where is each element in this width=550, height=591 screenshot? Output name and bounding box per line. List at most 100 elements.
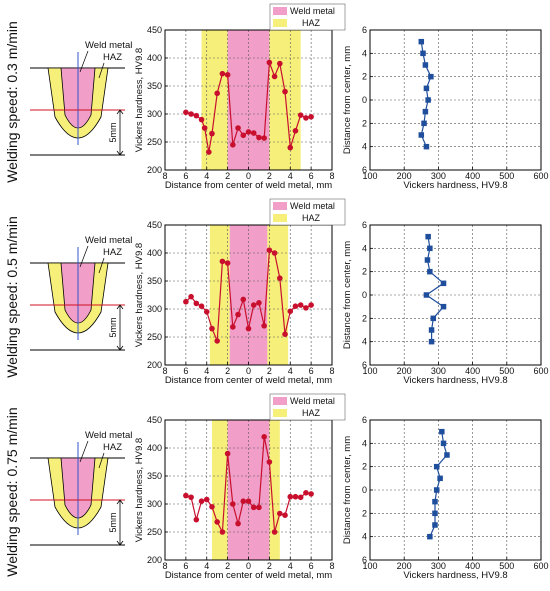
depth-point [432,510,438,517]
y-tick-label: 6 [362,25,367,35]
profile-point [230,501,236,507]
x-tick-label: 2 [267,171,272,181]
x-tick-label: 300 [431,366,446,376]
profile-point [245,498,252,505]
y-axis-label: Distance from center, mm [342,46,353,154]
profile-point [188,111,194,117]
x-tick-label: 0 [246,366,251,376]
profile-point [277,275,283,282]
profile-point [224,72,231,78]
profile-point [308,491,314,497]
x-tick-label: 8 [329,561,334,571]
dimension-label: 5mm [108,318,118,338]
y-tick-label: 200 [147,165,162,175]
y-tick-label: 6 [362,220,367,230]
profile-point [206,149,212,155]
x-tick-label: 2 [225,171,230,181]
profile-point [188,494,194,501]
legend-swatch-weld [273,202,287,210]
profile-point [303,305,309,311]
profile-point [214,90,220,97]
depth-point [432,522,438,528]
profile-point [203,309,210,315]
x-tick-label: 400 [465,561,480,571]
dim-arrow-top [116,499,124,505]
y-tick-label: 4 [362,337,367,347]
x-tick-label: 4 [204,171,209,181]
y-axis-label: Vickers hardness, HV9.8 [134,48,145,152]
x-tick-label: 100 [362,366,377,376]
profile-point [277,60,283,67]
profile-point [245,325,252,332]
legend-label-weld: Weld metal [290,6,335,16]
y-tick-label: 250 [147,137,162,147]
x-tick-label: 8 [329,171,334,181]
x-tick-label: 4 [204,366,209,376]
profile-point [261,434,267,440]
panel-row2: Welding speed: 0.5 m/min Weld metalHAZ5mm… [4,198,549,386]
profile-point [297,112,304,118]
x-tick-label: 200 [397,171,412,181]
depth-point [418,38,425,45]
profile-point [308,302,314,308]
profile-point [230,142,236,148]
profile-point [209,325,215,332]
y-tick-label: 0 [362,290,367,300]
profile-point [235,125,241,131]
profile-point [224,260,231,266]
depth-point [440,440,447,447]
depth-series-line [420,41,432,147]
depth-point [440,303,447,310]
haz-label-arrow [98,62,105,79]
profile-point [256,504,262,511]
y-tick-label: 4 [362,48,367,58]
y-tick-label: 200 [147,360,162,370]
profile-point [193,300,200,307]
profile-point [183,298,189,305]
legend-label-weld: Weld metal [290,396,335,406]
depth-point [440,280,447,287]
panel-row3: Welding speed: 0.75 m/min Weld metalHAZ5m… [4,393,549,581]
depth-series-line [425,236,445,342]
dim-arrow-bottom [116,345,124,351]
x-tick-label: 4 [204,561,209,571]
profile-point [193,112,200,119]
x-axis-label: Vickers hardness, HV9.8 [403,180,507,191]
depth-point [421,120,427,127]
x-tick-label: 200 [397,366,412,376]
profile-point [198,303,205,310]
profile-point [271,73,278,80]
profile-point [240,498,247,505]
x-tick-label: 8 [329,366,334,376]
profile-point [282,512,288,518]
legend-label-haz: HAZ [302,18,321,28]
x-tick-label: 2 [225,561,230,571]
profile-series-line [185,61,312,153]
depth-point [444,452,450,458]
haz-label-arrow [98,257,105,274]
x-tick-label: 400 [465,366,480,376]
weld-label-arrow [79,440,89,463]
y-tick-label: 300 [147,499,162,509]
profile-point [261,135,267,141]
profile-point [297,302,304,308]
profile-point [287,493,294,500]
profile-point [235,520,241,527]
profile-point [201,125,208,131]
y-tick-label: 6 [362,360,367,370]
profile-point [266,459,273,465]
weld-metal-label: Weld metal [85,430,132,441]
x-axis-label: Distance from center of weld metal, mm [165,375,332,386]
profile-point [297,494,304,501]
panel-row1: Welding speed: 0.3 m/min Weld metalHAZ5mm… [4,3,549,191]
haz-label-arrow [98,452,105,469]
profile-point [282,331,288,338]
depth-point [433,463,440,470]
x-tick-label: 300 [431,171,446,181]
y-tick-label: 2 [362,508,367,518]
